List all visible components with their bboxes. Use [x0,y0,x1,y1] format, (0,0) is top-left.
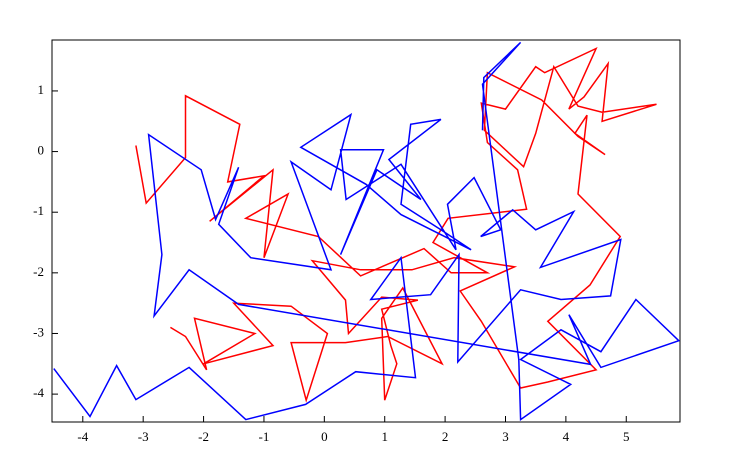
x-tick-label: 5 [623,429,630,444]
y-tick-label: -2 [33,264,44,279]
x-tick-label: -1 [259,429,270,444]
x-tick-label: -4 [77,429,88,444]
data-line [53,41,681,422]
x-tick-label: 0 [321,429,328,444]
y-tick-label: 1 [38,82,45,97]
x-tick-label: -3 [138,429,149,444]
x-tick-label: 1 [381,429,388,444]
y-tick-label: -4 [33,385,44,400]
y-tick-label: 0 [38,143,45,158]
y-tick-label: -3 [33,324,44,339]
data-line [135,46,657,403]
x-tick-label: 4 [563,429,570,444]
x-tick-label: 2 [442,429,449,444]
plot-frame [51,39,681,423]
y-tick-label: -1 [33,203,44,218]
x-tick-label: 3 [502,429,509,444]
x-tick-label: -2 [198,429,209,444]
